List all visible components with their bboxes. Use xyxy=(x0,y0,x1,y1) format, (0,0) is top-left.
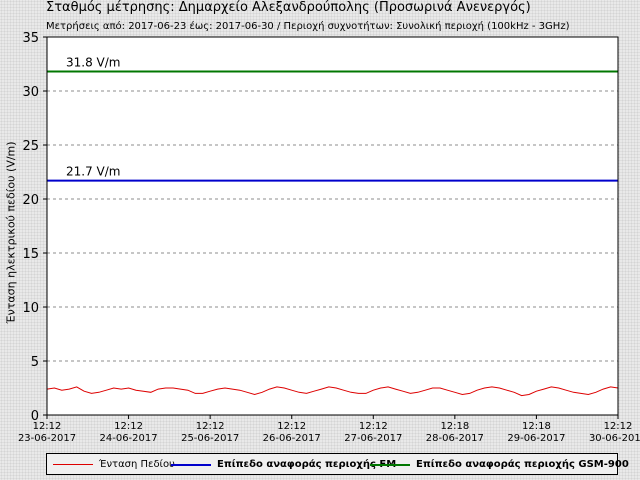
y-tick-label: 5 xyxy=(31,355,39,370)
legend-field-swatch xyxy=(53,464,93,465)
x-tick-time: 12:12 xyxy=(33,421,62,432)
y-tick-label: 30 xyxy=(22,85,39,100)
x-tick-date: 26-06-2017 xyxy=(263,433,321,444)
x-tick-time: 12:12 xyxy=(114,421,143,432)
x-tick-date: 24-06-2017 xyxy=(100,433,158,444)
x-tick-date: 25-06-2017 xyxy=(181,433,239,444)
legend-fm-swatch xyxy=(171,464,211,466)
x-tick-date: 30-06-2017 xyxy=(589,433,640,444)
plot-frame xyxy=(46,36,619,416)
x-tick-date: 23-06-2017 xyxy=(18,433,76,444)
y-tick-label: 15 xyxy=(22,247,39,262)
x-tick-time: 12:18 xyxy=(440,421,469,432)
legend-fm-label: Επίπεδο αναφοράς περιοχής FM xyxy=(217,459,397,470)
legend: Ένταση Πεδίου Επίπεδο αναφοράς περιοχής … xyxy=(46,453,629,475)
y-tick-label: 25 xyxy=(22,139,39,154)
x-tick-date: 28-06-2017 xyxy=(426,433,484,444)
x-tick-time: 12:18 xyxy=(522,421,551,432)
chart-canvas: 0510152025303512:1223-06-201712:1224-06-… xyxy=(18,31,640,444)
x-tick-date: 29-06-2017 xyxy=(507,433,565,444)
legend-gsm-swatch xyxy=(370,464,410,466)
gsm-reference-label: 31.8 V/m xyxy=(66,56,120,70)
chart-title: Σταθμός μέτρησης: Δημαρχείο Αλεξανδρούπο… xyxy=(46,0,531,15)
x-tick-time: 12:12 xyxy=(604,421,633,432)
chart-subtitle: Μετρήσεις από: 2017-06-23 έως: 2017-06-3… xyxy=(46,21,570,32)
x-tick-time: 12:12 xyxy=(277,421,306,432)
y-tick-label: 0 xyxy=(31,409,39,424)
x-tick-date: 27-06-2017 xyxy=(344,433,402,444)
y-tick-label: 10 xyxy=(22,301,39,316)
x-tick-time: 12:12 xyxy=(196,421,225,432)
y-tick-label: 35 xyxy=(22,31,39,46)
y-tick-label: 20 xyxy=(22,193,39,208)
legend-gsm-label: Επίπεδο αναφοράς περιοχής GSM-900 xyxy=(416,459,629,470)
plot-area xyxy=(47,37,618,415)
fm-reference-label: 21.7 V/m xyxy=(66,165,120,179)
field-intensity-line xyxy=(46,386,619,397)
legend-field-label: Ένταση Πεδίου xyxy=(99,459,175,470)
x-tick-time: 12:12 xyxy=(359,421,388,432)
